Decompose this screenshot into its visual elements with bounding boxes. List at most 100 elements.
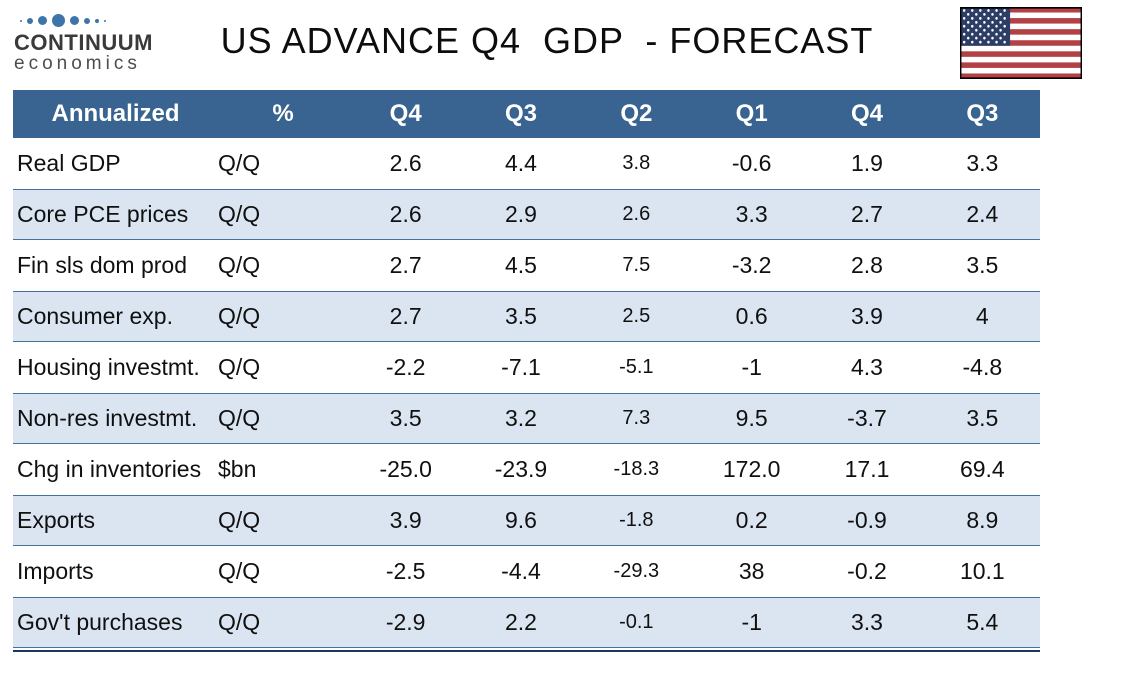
value-cell: 10.1: [959, 558, 1005, 584]
value-cell: 2.6: [389, 150, 422, 176]
column-header-q1: Q1: [735, 100, 768, 127]
value-cell: 4.4: [505, 150, 537, 176]
table-row: Exports Q/Q 3.9 9.6 -1.8 0.2 -0.9 8.9: [13, 495, 1040, 546]
value-cell: 3.5: [966, 252, 999, 278]
row-label: Chg in inventories: [17, 456, 202, 482]
value-cell: 5.4: [966, 609, 999, 635]
value-cell: 2.8: [851, 252, 883, 278]
table-bottom-rule: [13, 650, 1040, 652]
value-cell: 172.0: [722, 456, 781, 482]
value-cell: -3.7: [847, 405, 887, 431]
value-cell: 2.4: [966, 201, 999, 227]
value-cell: -4.8: [962, 354, 1003, 380]
value-cell: 7.3: [622, 407, 651, 429]
row-unit: Q/Q: [218, 558, 261, 584]
row-unit: Q/Q: [218, 201, 261, 227]
value-cell: 3.2: [505, 405, 537, 431]
row-label: Gov't purchases: [17, 609, 183, 635]
value-cell: -7.1: [501, 354, 541, 380]
value-cell: 38: [738, 558, 765, 584]
table-row: Housing investmt. Q/Q -2.2 -7.1 -5.1 -1 4.3 -4.…: [13, 342, 1040, 393]
logo-dots-icon: [20, 13, 164, 28]
row-label: Exports: [17, 507, 95, 533]
value-cell: 2.9: [505, 201, 537, 227]
value-cell: -5.1: [619, 356, 654, 378]
brand-name: CONTINUUM: [14, 30, 153, 55]
table-row: Imports Q/Q -2.5 -4.4 -29.3 38 -0.2 10.1: [13, 546, 1040, 597]
value-cell: 2.7: [389, 303, 422, 329]
table-row: Non-res investmt. Q/Q 3.5 3.2 7.3 9.5 -3.7 3.5: [13, 393, 1040, 444]
table-row: Consumer exp. Q/Q 2.7 3.5 2.5 0.6 3.9 4: [13, 291, 1040, 342]
value-cell: 3.8: [622, 152, 651, 174]
value-cell: 4.5: [505, 252, 537, 278]
value-cell: -3.2: [731, 252, 772, 278]
value-cell: 0.6: [735, 303, 768, 329]
value-cell: 2.6: [622, 203, 651, 225]
value-cell: -4.4: [501, 558, 541, 584]
value-cell: 17.1: [844, 456, 890, 482]
row-label: Fin sls dom prod: [17, 252, 188, 278]
row-unit: Q/Q: [218, 252, 261, 278]
value-cell: 1.9: [851, 150, 883, 176]
row-label: Imports: [17, 558, 94, 584]
logo-dot: [52, 14, 65, 27]
value-cell: -2.2: [385, 354, 426, 380]
table-body: Real GDP Q/Q 2.6 4.4 3.8 -0.6 1.9 3.3 Core PCE p…: [13, 138, 1040, 648]
value-cell: 2.7: [389, 252, 422, 278]
table-row: Fin sls dom prod Q/Q 2.7 4.5 7.5 -3.2 2.8 3.5: [13, 240, 1040, 291]
table-row: Core PCE prices Q/Q 2.6 2.9 2.6 3.3 2.7 2.4: [13, 189, 1040, 240]
table-header-row: Annualized% Q4 Q3 Q2 Q1 Q4 Q3: [13, 90, 1040, 138]
column-header-q3: Q3: [504, 100, 537, 127]
value-cell: -0.2: [847, 558, 887, 584]
value-cell: 69.4: [959, 456, 1005, 482]
row-unit: Q/Q: [218, 354, 261, 380]
value-cell: -18.3: [613, 458, 660, 480]
value-cell: -0.6: [731, 150, 772, 176]
value-cell: 4: [975, 303, 989, 329]
value-cell: 9.6: [505, 507, 537, 533]
row-label: Core PCE prices: [17, 201, 189, 227]
logo-dot: [38, 16, 47, 25]
value-cell: 3.3: [735, 201, 768, 227]
row-unit: Q/Q: [218, 150, 261, 176]
top-bar: CONTINUUM economics US ADVANCE Q4 GDP - …: [0, 0, 1134, 90]
column-header-annualized: Annualized: [51, 100, 180, 127]
row-label: Consumer exp.: [17, 303, 173, 329]
value-cell: -25.0: [379, 456, 432, 482]
value-cell: 7.5: [622, 254, 651, 276]
row-label: Housing investmt.: [17, 354, 200, 380]
value-cell: 8.9: [966, 507, 999, 533]
value-cell: -1: [741, 354, 762, 380]
table-row: Chg in inventories $bn -25.0 -23.9 -18.3 172.…: [13, 444, 1040, 495]
logo-dot: [104, 19, 106, 22]
logo-dot: [84, 17, 90, 24]
value-cell: 3.9: [389, 507, 422, 533]
value-cell: -0.1: [619, 611, 654, 633]
value-cell: -29.3: [613, 560, 660, 582]
value-cell: 3.5: [505, 303, 537, 329]
value-cell: 3.9: [851, 303, 883, 329]
row-unit: Q/Q: [218, 405, 261, 431]
gdp-forecast-table: Annualized% Q4 Q3 Q2 Q1 Q4 Q3 Real GDP Q/Q 2.6 4.…: [13, 90, 1040, 652]
value-cell: -23.9: [494, 456, 548, 482]
page-title: US ADVANCE Q4 GDP - FORECAST: [220, 20, 874, 61]
column-header-q4: Q4: [389, 100, 422, 127]
value-cell: 3.3: [851, 609, 883, 635]
value-cell: 0.2: [735, 507, 768, 533]
logo-dot: [27, 17, 33, 24]
column-header-q2: Q2: [620, 100, 653, 127]
column-header--: %: [272, 100, 294, 127]
value-cell: -0.9: [847, 507, 887, 533]
logo-dot: [70, 16, 79, 25]
value-cell: 2.2: [505, 609, 537, 635]
column-header-q4: Q4: [850, 100, 883, 127]
value-cell: -1.8: [619, 509, 654, 531]
row-unit: $bn: [218, 456, 257, 482]
value-cell: 3.3: [966, 150, 999, 176]
row-label: Non-res investmt.: [17, 405, 198, 431]
table-row: Real GDP Q/Q 2.6 4.4 3.8 -0.6 1.9 3.3: [13, 138, 1040, 189]
brand-tagline: economics: [14, 53, 141, 75]
value-cell: 3.5: [389, 405, 422, 431]
value-cell: 3.5: [966, 405, 999, 431]
row-unit: Q/Q: [218, 303, 261, 329]
